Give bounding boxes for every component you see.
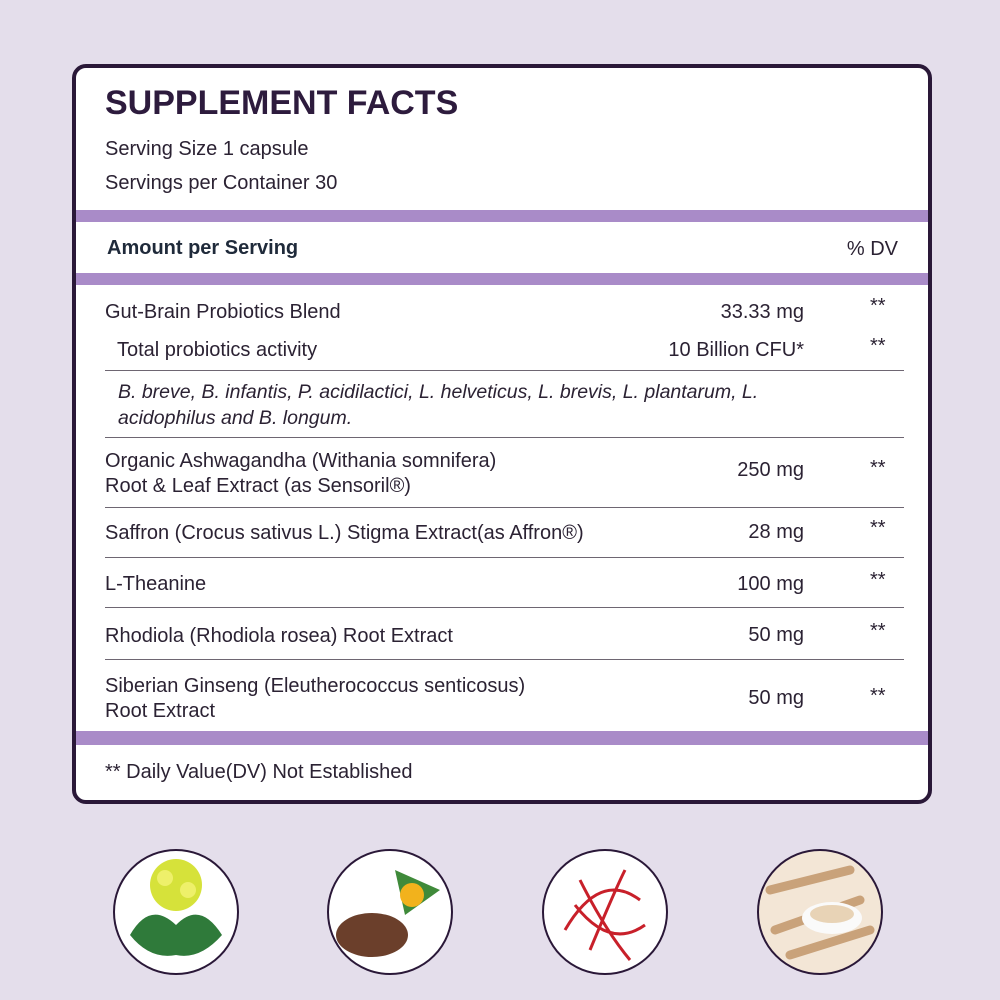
divider-bar	[76, 273, 928, 285]
saffron	[542, 849, 668, 975]
amount: 50 mg	[748, 687, 804, 709]
daily-value: **	[870, 685, 886, 707]
ingredient-name: Total probiotics activity	[117, 339, 318, 361]
row-divider	[105, 557, 904, 558]
column-header: Amount per Serving	[107, 237, 299, 259]
amount: 10 Billion CFU*	[668, 339, 804, 361]
ingredient-name: acidophilus and B. longum.	[118, 407, 353, 429]
amount: 250 mg	[737, 459, 804, 481]
facts-card	[72, 64, 932, 804]
amount: 100 mg	[737, 573, 804, 595]
divider-bar	[76, 731, 928, 745]
title: SUPPLEMENT FACTS	[105, 84, 459, 122]
ingredient-name: B. breve, B. infantis, P. acidilactici, …	[118, 381, 759, 403]
ingredient-name: Gut-Brain Probiotics Blend	[105, 301, 341, 323]
column-header: % DV	[846, 238, 898, 260]
daily-value: **	[870, 569, 886, 591]
amount: 28 mg	[748, 521, 804, 543]
amount: 50 mg	[748, 624, 804, 646]
row-divider	[105, 607, 904, 608]
daily-value: **	[870, 295, 886, 317]
ginseng-root	[757, 849, 883, 975]
ingredient-name: Saffron (Crocus sativus L.) Stigma Extra…	[105, 522, 584, 544]
amount: 33.33 mg	[720, 301, 804, 323]
footnote: ** Daily Value(DV) Not Established	[105, 761, 413, 783]
row-divider	[105, 659, 904, 660]
ingredient-name: Siberian Ginseng (Eleutherococcus sentic…	[105, 675, 526, 697]
ingredient-name: Organic Ashwagandha (Withania somnifera)	[105, 450, 497, 472]
ingredient-name: Root Extract	[105, 700, 216, 722]
servings-per-container: Servings per Container 30	[105, 172, 338, 194]
daily-value: **	[870, 620, 886, 642]
daily-value: **	[870, 335, 886, 357]
rhodiola-root	[327, 849, 453, 975]
rhodiola-flower	[113, 849, 239, 975]
daily-value: **	[870, 517, 886, 539]
divider-bar	[76, 210, 928, 222]
daily-value: **	[870, 457, 886, 479]
row-divider	[105, 507, 904, 508]
row-divider	[105, 437, 904, 438]
ingredient-name: Root & Leaf Extract (as Sensoril®)	[105, 475, 411, 497]
row-divider	[105, 370, 904, 371]
ingredient-name: L-Theanine	[105, 573, 207, 595]
serving-size: Serving Size 1 capsule	[105, 138, 309, 160]
ingredient-name: Rhodiola (Rhodiola rosea) Root Extract	[105, 625, 453, 647]
